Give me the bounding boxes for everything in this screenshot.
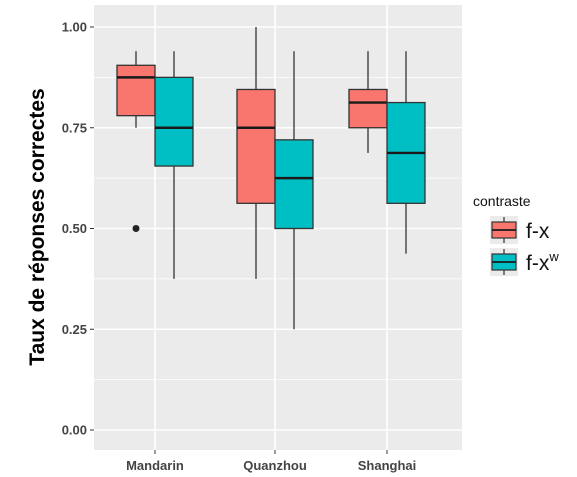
box-body <box>274 139 314 230</box>
box-mandarin-series-2 <box>154 51 194 279</box>
box-mandarin-series-1 <box>116 51 156 232</box>
outlier-point <box>132 225 140 232</box>
box-quanzhou-series-2 <box>274 51 314 330</box>
legend: contraste f-x f-xw <box>473 193 559 276</box>
x-tick-label: Quanzhou <box>243 458 307 473</box>
legend-key <box>490 216 518 244</box>
box-body <box>154 76 194 167</box>
box-body <box>348 88 388 129</box>
y-tick-label: 0.25 <box>62 322 87 337</box>
legend-label: f-xw <box>526 249 559 275</box>
box-body <box>236 88 276 204</box>
y-axis-ticks: 0.00 0.25 0.50 0.75 1.00 <box>62 20 94 438</box>
box-shanghai-series-1 <box>348 51 388 153</box>
box-shanghai-series-2 <box>386 51 426 254</box>
box-quanzhou-series-1 <box>236 27 276 279</box>
x-tick-label: Mandarin <box>126 458 184 473</box>
y-tick-label: 0.75 <box>62 120 87 135</box>
y-tick-label: 0.50 <box>62 221 87 236</box>
y-tick-label: 0.00 <box>62 423 87 438</box>
legend-key <box>490 248 518 276</box>
y-tick-label: 1.00 <box>62 20 87 35</box>
boxes <box>116 27 426 330</box>
legend-title: contraste <box>473 193 531 209</box>
x-axis-ticks: Mandarin Quanzhou Shanghai <box>126 450 416 473</box>
legend-label: f-x <box>526 220 550 243</box>
box-body <box>116 64 156 117</box>
x-tick-label: Shanghai <box>358 458 417 473</box>
y-axis-title: Taux de réponses correctes <box>26 88 49 365</box>
